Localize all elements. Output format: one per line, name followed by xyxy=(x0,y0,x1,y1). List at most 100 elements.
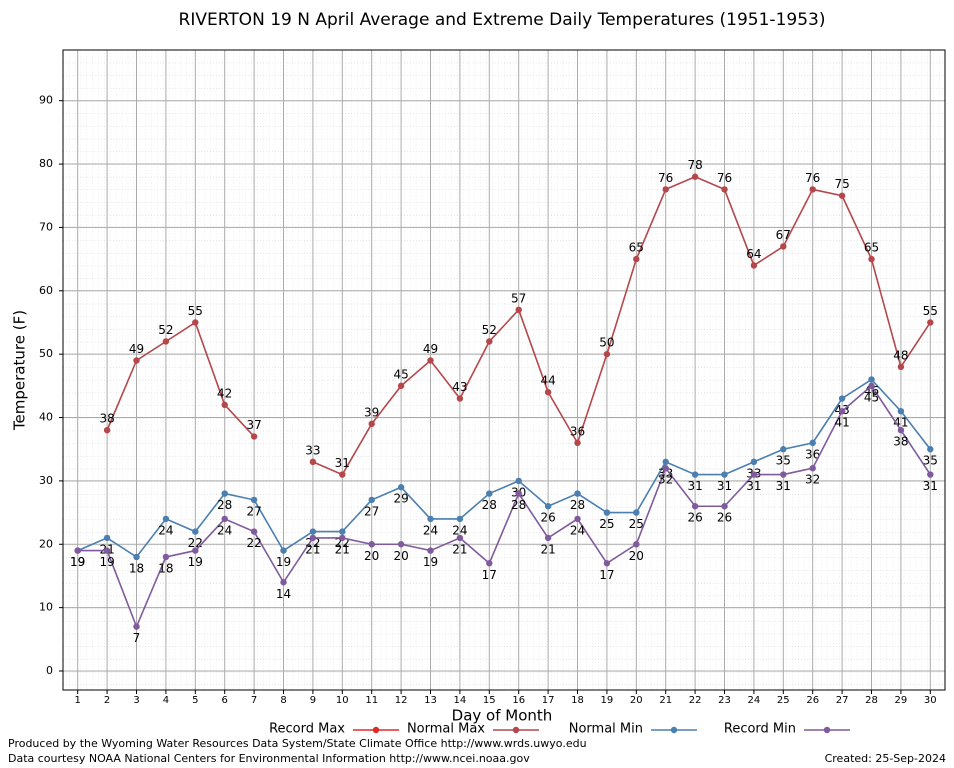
data-label: 43 xyxy=(452,380,467,394)
data-label: 76 xyxy=(805,171,820,185)
x-tick-label: 9 xyxy=(310,695,316,706)
data-point xyxy=(309,458,317,466)
data-point xyxy=(633,255,640,263)
legend-marker xyxy=(670,726,678,734)
y-tick-label: 50 xyxy=(39,347,53,360)
data-label: 20 xyxy=(629,549,644,563)
data-label: 19 xyxy=(188,555,203,569)
data-point xyxy=(339,528,346,535)
data-point xyxy=(544,503,552,510)
x-tick-label: 6 xyxy=(222,695,228,706)
data-point xyxy=(133,623,140,630)
data-point xyxy=(368,496,375,504)
x-tick-label: 29 xyxy=(895,695,908,706)
legend-label: Normal Min xyxy=(569,722,643,737)
y-tick-label: 60 xyxy=(39,284,53,297)
data-label: 17 xyxy=(599,568,614,582)
data-label: 29 xyxy=(393,492,408,506)
x-tick-label: 3 xyxy=(133,695,139,706)
data-point xyxy=(809,439,816,447)
x-tick-label: 26 xyxy=(806,695,819,706)
data-label: 49 xyxy=(129,342,144,356)
data-label: 26 xyxy=(717,511,732,525)
data-point xyxy=(750,458,758,466)
x-tick-label: 14 xyxy=(454,695,467,706)
data-point xyxy=(368,541,375,548)
x-tick-label: 24 xyxy=(748,695,761,706)
data-label: 28 xyxy=(570,498,585,512)
data-point xyxy=(133,553,140,561)
data-point xyxy=(574,439,581,447)
x-tick-label: 20 xyxy=(630,695,643,706)
data-label: 39 xyxy=(364,405,379,419)
y-tick-label: 80 xyxy=(39,157,53,170)
data-label: 19 xyxy=(276,555,291,569)
data-point xyxy=(691,173,699,180)
x-tick-label: 7 xyxy=(251,695,257,706)
data-point xyxy=(456,515,464,523)
data-point xyxy=(309,528,317,535)
data-point xyxy=(633,541,640,548)
data-label: 31 xyxy=(687,479,702,493)
data-label: 27 xyxy=(246,504,261,518)
x-axis-label: Day of Month xyxy=(452,707,553,725)
data-label: 20 xyxy=(364,549,379,563)
data-label: 45 xyxy=(864,390,879,404)
legend-marker xyxy=(512,726,520,734)
data-point xyxy=(750,262,758,269)
data-label: 78 xyxy=(687,158,702,172)
data-point xyxy=(162,515,170,523)
data-label: 55 xyxy=(188,304,203,318)
data-point xyxy=(780,446,787,453)
data-label: 21 xyxy=(540,542,555,556)
data-label: 67 xyxy=(776,228,791,242)
data-point xyxy=(544,534,552,542)
series-line xyxy=(77,378,931,559)
data-point xyxy=(339,534,346,542)
x-tick-label: 16 xyxy=(512,695,525,706)
plot-background xyxy=(63,50,945,690)
data-label: 31 xyxy=(923,479,938,493)
data-label: 32 xyxy=(658,473,673,487)
data-label: 14 xyxy=(276,587,291,601)
data-point xyxy=(368,420,375,428)
data-point xyxy=(721,471,728,478)
data-label: 18 xyxy=(158,561,173,575)
y-tick-label: 20 xyxy=(39,537,53,550)
data-label: 27 xyxy=(364,504,379,518)
data-label: 19 xyxy=(70,555,85,569)
data-label: 24 xyxy=(217,523,232,537)
x-tick-label: 22 xyxy=(689,695,702,706)
data-point xyxy=(250,496,258,504)
data-point xyxy=(662,458,669,466)
footer-note: Data courtesy NOAA National Centers for … xyxy=(8,752,530,765)
data-point xyxy=(809,465,816,472)
data-label: 31 xyxy=(776,479,791,493)
x-tick-label: 25 xyxy=(777,695,790,706)
data-label: 25 xyxy=(629,517,644,531)
data-point xyxy=(897,407,905,415)
data-point xyxy=(486,338,493,345)
data-label: 20 xyxy=(393,549,408,563)
data-label: 19 xyxy=(423,555,438,569)
data-point xyxy=(103,547,111,554)
data-point xyxy=(192,547,199,554)
data-label: 49 xyxy=(423,342,438,356)
data-label: 28 xyxy=(217,498,232,512)
data-point xyxy=(897,426,905,434)
footer-note: Produced by the Wyoming Water Resources … xyxy=(8,737,587,750)
data-point xyxy=(280,547,287,554)
data-point xyxy=(397,484,405,491)
x-tick-label: 5 xyxy=(192,695,198,706)
data-point xyxy=(868,255,875,263)
data-label: 75 xyxy=(834,177,849,191)
data-label: 37 xyxy=(246,418,261,432)
data-label: 19 xyxy=(70,555,85,569)
x-tick-label: 2 xyxy=(104,695,110,706)
data-point xyxy=(221,515,228,523)
data-point xyxy=(721,503,728,510)
data-point xyxy=(927,319,934,326)
x-tick-label: 23 xyxy=(718,695,731,706)
data-label: 25 xyxy=(599,517,614,531)
legend-label: Record Max xyxy=(269,722,345,737)
